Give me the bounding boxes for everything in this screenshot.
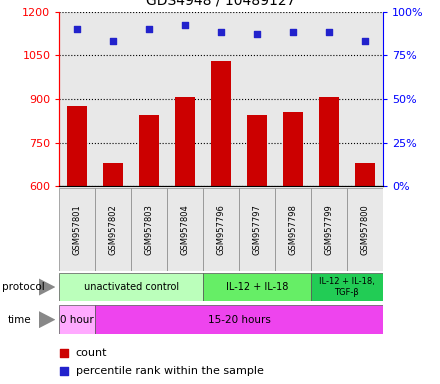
Text: GSM957799: GSM957799: [324, 204, 334, 255]
Bar: [131, 188, 167, 271]
Bar: [275, 188, 311, 271]
Bar: [319, 98, 339, 186]
Text: GSM957804: GSM957804: [181, 204, 190, 255]
Point: [110, 38, 117, 44]
Point: [61, 349, 68, 356]
Polygon shape: [39, 311, 55, 328]
Bar: [239, 188, 275, 271]
Point: [326, 30, 333, 36]
Point: [218, 30, 225, 36]
Bar: [175, 98, 195, 186]
Text: GSM957798: GSM957798: [289, 204, 297, 255]
Text: GSM957800: GSM957800: [360, 204, 369, 255]
Text: GSM957803: GSM957803: [145, 204, 154, 255]
Bar: [95, 305, 383, 334]
Bar: [139, 115, 159, 186]
Text: IL-12 + IL-18,
TGF-β: IL-12 + IL-18, TGF-β: [319, 277, 375, 297]
Bar: [59, 273, 203, 301]
Point: [146, 26, 153, 32]
Text: IL-12 + IL-18: IL-12 + IL-18: [226, 282, 288, 292]
Point: [61, 367, 68, 374]
Bar: [211, 61, 231, 186]
Text: GSM957796: GSM957796: [216, 204, 226, 255]
Text: GSM957801: GSM957801: [73, 204, 82, 255]
Title: GDS4948 / 10489127: GDS4948 / 10489127: [147, 0, 296, 8]
Polygon shape: [39, 278, 55, 296]
Text: GSM957797: GSM957797: [253, 204, 261, 255]
Text: 15-20 hours: 15-20 hours: [208, 314, 271, 325]
Bar: [95, 188, 131, 271]
Bar: [59, 305, 95, 334]
Text: unactivated control: unactivated control: [84, 282, 179, 292]
Bar: [311, 273, 383, 301]
Bar: [311, 188, 347, 271]
Bar: [283, 112, 303, 186]
Bar: [67, 106, 87, 186]
Point: [361, 38, 368, 44]
Text: GSM957802: GSM957802: [109, 204, 118, 255]
Text: count: count: [76, 348, 107, 358]
Text: time: time: [8, 314, 32, 325]
Bar: [203, 273, 311, 301]
Text: percentile rank within the sample: percentile rank within the sample: [76, 366, 264, 376]
Point: [290, 30, 297, 36]
Bar: [347, 188, 383, 271]
Bar: [167, 188, 203, 271]
Point: [253, 31, 260, 37]
Bar: [355, 163, 375, 186]
Point: [182, 22, 189, 28]
Bar: [247, 115, 267, 186]
Text: 0 hour: 0 hour: [60, 314, 94, 325]
Text: protocol: protocol: [2, 282, 45, 292]
Point: [74, 26, 81, 32]
Bar: [103, 163, 123, 186]
Bar: [203, 188, 239, 271]
Bar: [59, 188, 95, 271]
